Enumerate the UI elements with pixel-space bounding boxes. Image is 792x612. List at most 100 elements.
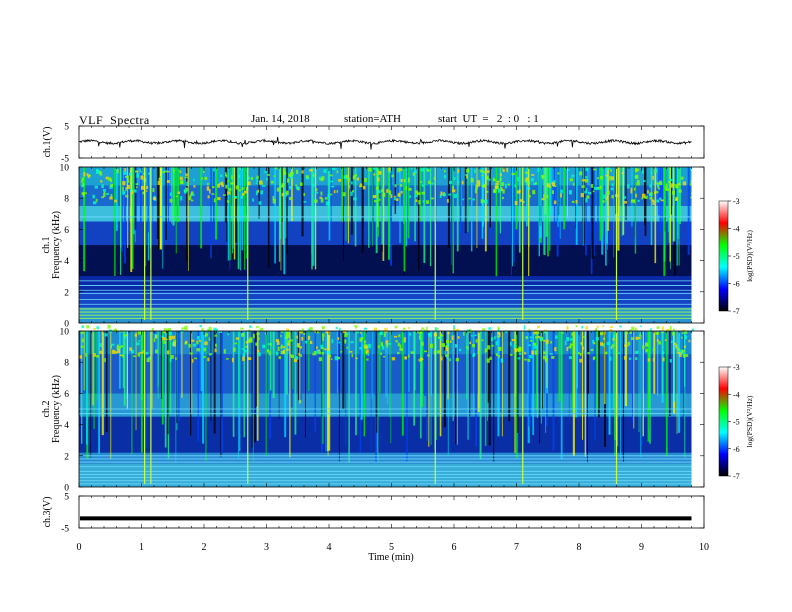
ch1-spectrogram-noise bbox=[145, 190, 148, 192]
ch1-spectrogram-noise bbox=[186, 181, 188, 187]
ch2-spectrogram-noise bbox=[380, 352, 383, 355]
ch2-spectrogram-noise bbox=[145, 351, 149, 355]
ch1-spectrogram-noise bbox=[575, 199, 578, 204]
ch2-spectrogram-noise bbox=[510, 341, 512, 346]
ch1-spectrogram-noise bbox=[636, 179, 640, 183]
ch2-spectrogram-noise bbox=[685, 354, 689, 357]
ch1-spectrogram-noise bbox=[605, 198, 608, 201]
ch1-spectrogram-noise bbox=[350, 191, 353, 196]
ch2-spectrogram-noise bbox=[590, 348, 594, 352]
ch2-spectrogram-noise bbox=[587, 351, 590, 355]
ch1-spectrogram-noise bbox=[672, 190, 675, 195]
ch1-spectrogram-noise bbox=[608, 190, 610, 195]
ch2-spectrogram-noise bbox=[537, 325, 540, 329]
ch2-spectrogram-noise bbox=[647, 358, 651, 362]
ch1-spectrogram-noise bbox=[502, 167, 505, 173]
ch1-spectrogram-noise bbox=[571, 200, 575, 203]
ch2-spectrogram-noise bbox=[234, 342, 238, 345]
ch1-spectrogram-noise bbox=[315, 191, 319, 194]
ch2-spectrogram-noise bbox=[199, 324, 202, 328]
ch1-spectrogram-noise bbox=[243, 190, 247, 194]
ch2-spectrogram-noise bbox=[374, 327, 377, 332]
ch2-spectrogram-noise bbox=[625, 331, 628, 334]
ch2-spectrogram-noise bbox=[162, 337, 166, 341]
ch2-spectrogram-channel-label: ch.2 bbox=[41, 401, 52, 418]
ch1-spectrogram-noise bbox=[443, 170, 446, 173]
ch1-spectrogram-noise bbox=[261, 182, 264, 185]
ch2-spectrogram-ytick-label: 0 bbox=[64, 484, 69, 494]
ch1-spectrogram-noise bbox=[630, 199, 633, 203]
ch3-waveform-frame bbox=[78, 495, 705, 529]
ch2-spectrogram-noise bbox=[610, 326, 613, 329]
ch1-spectrogram-noise bbox=[581, 179, 586, 182]
ch2-spectrogram-noise bbox=[600, 342, 604, 346]
ch2-spectrogram-noise bbox=[286, 334, 290, 339]
ch1-spectrogram-noise bbox=[690, 167, 692, 171]
ch1-spectrogram-noise bbox=[166, 180, 170, 183]
ch2-spectrogram-noise bbox=[688, 339, 691, 343]
ch2-spectrogram-noise bbox=[475, 339, 478, 343]
ch1-spectrogram-noise bbox=[173, 169, 176, 172]
time-tick-label: 9 bbox=[639, 542, 644, 553]
ch1-spectrogram-noise bbox=[549, 185, 552, 189]
ch1-spectrogram-noise bbox=[421, 191, 425, 195]
ch2-spectrogram-noise bbox=[575, 325, 578, 328]
ch2-spectrogram-noise bbox=[566, 326, 569, 330]
ch1-spectrogram-noise bbox=[230, 182, 234, 185]
ch1-spectrogram-noise bbox=[585, 175, 588, 179]
ch2-spectrogram-noise bbox=[79, 355, 83, 359]
ch2-spectrogram-noise bbox=[681, 349, 685, 353]
ch2-spectrogram-noise bbox=[171, 335, 176, 340]
time-tick-label: 8 bbox=[577, 542, 582, 553]
ch2-spectrogram-noise bbox=[257, 349, 260, 354]
ch2-spectrogram-noise bbox=[280, 335, 282, 337]
ch1-spectrogram-noise bbox=[122, 190, 126, 195]
ch1-spectrogram-noise bbox=[532, 189, 536, 195]
ch2-spectrogram-noise bbox=[196, 348, 200, 352]
ch1-spectrogram-noise bbox=[641, 197, 643, 200]
ch1-spectrogram-noise bbox=[658, 180, 663, 186]
ch1-spectrogram-noise bbox=[656, 183, 660, 187]
ch2-spectrogram-noise bbox=[151, 327, 154, 331]
ch2-spectrogram-noise bbox=[276, 341, 280, 345]
ch2-spectrogram-noise bbox=[673, 342, 677, 345]
ch1-spectrogram-noise bbox=[611, 183, 614, 187]
ch1-spectrogram-noise bbox=[295, 184, 298, 187]
ch2-spectrogram-noise bbox=[652, 348, 656, 352]
ch1-spectrogram-noise bbox=[157, 180, 161, 185]
ch2-spectrogram-noise bbox=[419, 357, 423, 362]
ch2-spectrogram-noise bbox=[570, 338, 574, 341]
time-tick-label: 0 bbox=[77, 542, 82, 553]
ch1-spectrogram-noise bbox=[446, 199, 449, 203]
ch2-spectrogram-noise bbox=[680, 351, 684, 355]
ch2-spectrogram-noise bbox=[672, 328, 675, 331]
ch1-spectrogram-noise bbox=[546, 183, 551, 188]
ch1-spectrogram-noise bbox=[610, 176, 615, 181]
ch2-spectrogram-noise bbox=[344, 339, 347, 344]
ch2-spectrogram-noise bbox=[80, 345, 84, 348]
ch1-spectrogram-noise bbox=[299, 182, 303, 186]
ch2-spectrogram-noise bbox=[315, 350, 319, 354]
ch1-spectrogram-noise bbox=[449, 180, 452, 185]
ch1-spectrogram-noise bbox=[169, 192, 172, 196]
ch2-spectrogram-noise bbox=[340, 350, 343, 353]
ch1-spectrogram-noise bbox=[519, 199, 523, 202]
ch1-spectrogram-noise bbox=[472, 198, 475, 201]
ch1-spectrogram-noise bbox=[420, 181, 422, 183]
ch1-spectrogram-noise bbox=[535, 182, 538, 185]
ch2-spectrogram-noise bbox=[117, 348, 121, 354]
ch2-spectrogram-noise bbox=[623, 356, 627, 360]
ch1-spectrogram-noise bbox=[593, 168, 597, 171]
ch1-spectrogram-noise bbox=[213, 198, 216, 203]
ch2-spectrogram-noise bbox=[356, 330, 359, 334]
ch2-spectrogram-noise bbox=[322, 336, 324, 341]
ch2-spectrogram-noise bbox=[93, 353, 96, 357]
ch1-spectrogram-noise bbox=[596, 177, 600, 180]
ch1-spectrogram-noise bbox=[667, 180, 670, 183]
ch2-spectrogram-noise bbox=[248, 338, 250, 343]
ch2-spectrogram-noise bbox=[682, 353, 686, 358]
ch1-spectrogram-noise bbox=[327, 193, 330, 198]
ch2-spectrogram-noise bbox=[262, 344, 266, 349]
ch1-spectrogram-noise bbox=[621, 172, 624, 175]
ch1-spectrogram-noise bbox=[648, 192, 653, 197]
